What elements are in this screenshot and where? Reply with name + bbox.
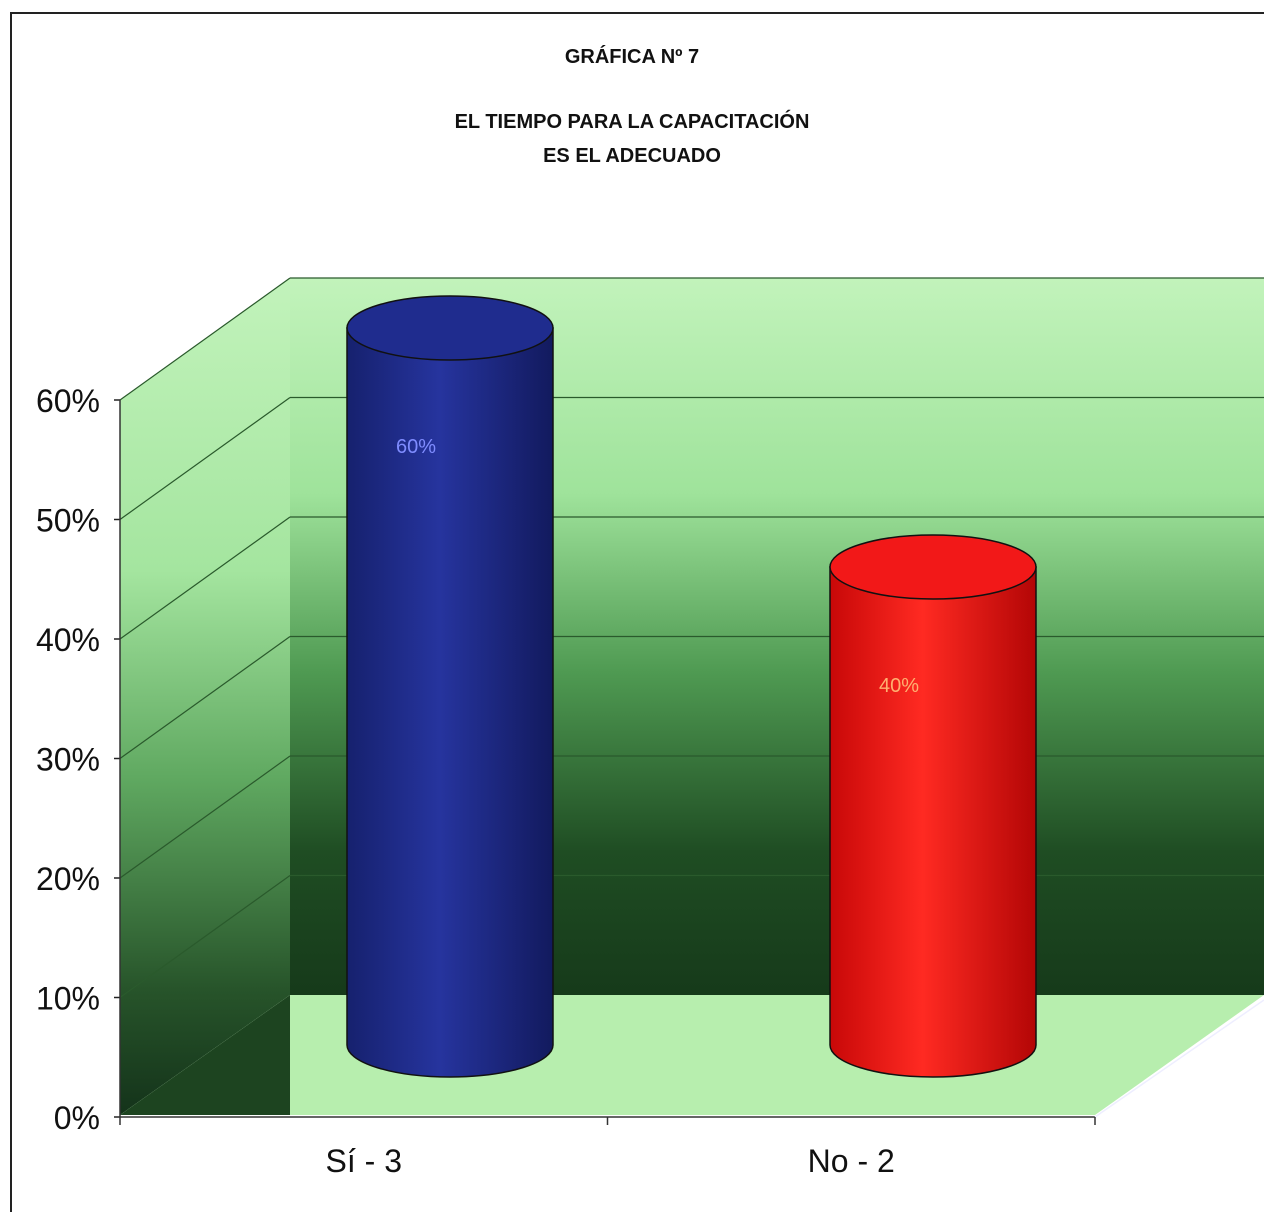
y-tick-label: 20% bbox=[36, 861, 100, 897]
gridline-side bbox=[119, 755, 291, 879]
gridline-side bbox=[119, 636, 291, 759]
bar-body bbox=[346, 327, 554, 1078]
data-label: 60% bbox=[396, 436, 436, 458]
x-tick-label: Sí - 3 bbox=[326, 1143, 402, 1179]
chart-subtitle-line-1: EL TIEMPO PARA LA CAPACITACIÓN bbox=[454, 111, 810, 133]
bar-2 bbox=[829, 534, 1037, 1078]
y-tick-label: 60% bbox=[36, 383, 100, 419]
y-tick-label: 40% bbox=[36, 622, 100, 658]
bar-1 bbox=[346, 295, 554, 1078]
gridline-side bbox=[119, 516, 291, 640]
bar-body bbox=[829, 566, 1037, 1078]
y-tick-label: 50% bbox=[36, 503, 100, 539]
bar-top bbox=[829, 534, 1037, 600]
gridline-side bbox=[119, 277, 291, 401]
labels: 0% 10% 20% 30% 40% 50% 60% 60% Sí - 3 40% No - 2 bbox=[36, 383, 919, 1179]
y-tick-label: 0% bbox=[54, 1100, 100, 1136]
bars bbox=[346, 295, 1037, 1078]
y-tick-label: 10% bbox=[36, 981, 100, 1017]
gridline-side bbox=[119, 397, 291, 520]
side-wall bbox=[120, 278, 290, 1115]
bar-top bbox=[346, 295, 554, 361]
chart-floor bbox=[120, 995, 1264, 1115]
axes bbox=[114, 399, 1264, 1125]
data-label: 40% bbox=[879, 675, 919, 697]
chart-subtitle-line-2: ES EL ADECUADO bbox=[543, 145, 721, 167]
x-tick-label: No - 2 bbox=[808, 1143, 895, 1179]
chart-frame bbox=[10, 12, 1264, 1212]
gridline-side bbox=[119, 875, 291, 998]
floor-edge bbox=[1094, 999, 1264, 1118]
chart-title: GRÁFICA Nº 7 bbox=[564, 46, 700, 68]
y-tick-label: 30% bbox=[36, 742, 100, 778]
floor-shadow bbox=[120, 995, 290, 1115]
